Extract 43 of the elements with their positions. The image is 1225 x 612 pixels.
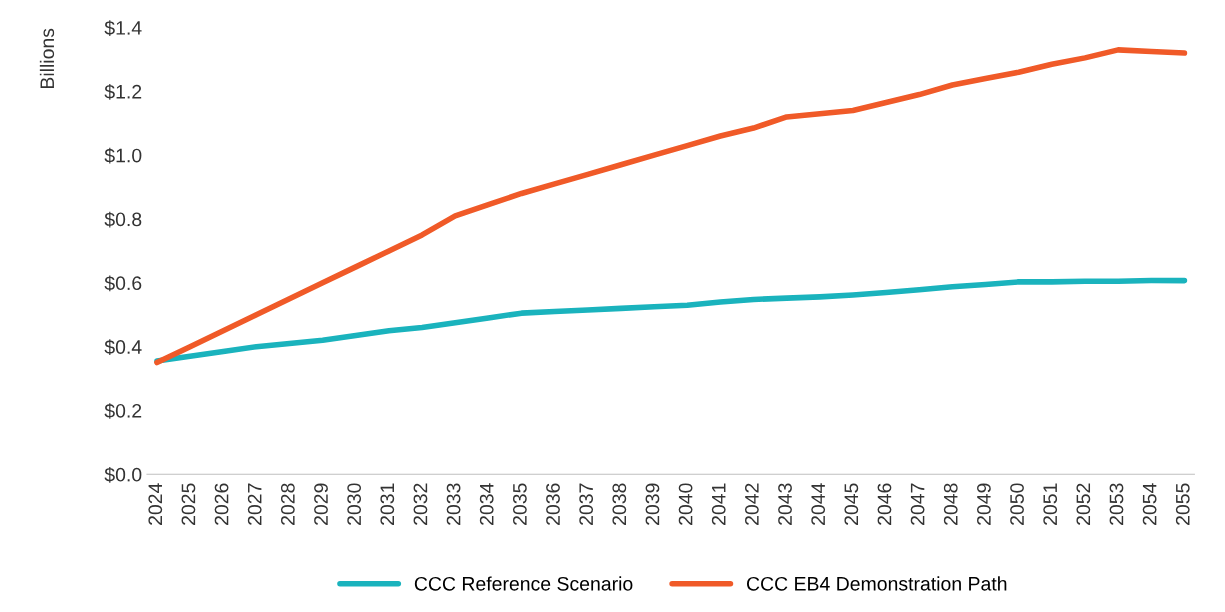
x-tick-label: 2044 [811, 483, 826, 525]
x-tick-label: 2024 [148, 483, 163, 525]
x-tick-label: 2038 [612, 483, 627, 525]
x-tick-label: 2047 [910, 483, 925, 525]
x-tick-label: 2045 [844, 483, 859, 525]
x-tick-label: 2034 [479, 483, 494, 525]
x-tick-label: 2050 [1010, 483, 1024, 525]
x-tick-label: 2043 [778, 483, 792, 525]
x-tick-label: 2030 [347, 483, 362, 525]
x-tick-label: 2052 [1076, 483, 1091, 525]
legend-label: CCC Reference Scenario [414, 576, 633, 591]
x-tick-label: 2053 [1109, 483, 1124, 525]
y-tick-label: $1.0 [104, 147, 142, 164]
x-tick-label: 2046 [877, 483, 892, 525]
x-tick-label: 2035 [512, 483, 527, 525]
x-tick-label: 2037 [579, 483, 594, 525]
x-tick-label: 2026 [214, 483, 229, 525]
x-tick-label: 2027 [247, 483, 262, 525]
x-tick-label: 2054 [1142, 483, 1157, 525]
x-tick-label: 2025 [181, 483, 196, 525]
x-tick-label: 2040 [678, 483, 693, 525]
x-tick-label: 2049 [977, 483, 991, 525]
legend-label: CCC EB4 Demonstration Path [747, 576, 1007, 591]
x-tick-label: 2032 [413, 483, 428, 525]
x-tick-label: 2055 [1175, 483, 1190, 525]
y-tick-label: $0.6 [104, 275, 142, 292]
y-tick-label: $0.2 [104, 403, 142, 419]
x-tick-label: 2039 [645, 483, 660, 525]
y-tick-label: $0.4 [104, 339, 142, 356]
y-axis-title: Billions [39, 28, 55, 89]
x-tick-label: 2028 [280, 483, 295, 525]
y-tick-label: $0.0 [104, 466, 142, 483]
x-tick-label: 2033 [446, 483, 461, 525]
x-tick-label: 2051 [1043, 483, 1058, 525]
y-tick-label: $1.4 [104, 20, 142, 36]
x-tick-label: 2042 [745, 483, 759, 525]
x-tick-label: 2036 [546, 483, 560, 525]
y-tick-label: $1.2 [104, 84, 142, 100]
x-tick-label: 2048 [943, 483, 958, 525]
y-tick-label: $0.8 [104, 211, 142, 228]
x-tick-label: 2029 [314, 483, 328, 525]
x-tick-label: 2041 [711, 483, 726, 525]
x-tick-label: 2031 [380, 483, 395, 525]
